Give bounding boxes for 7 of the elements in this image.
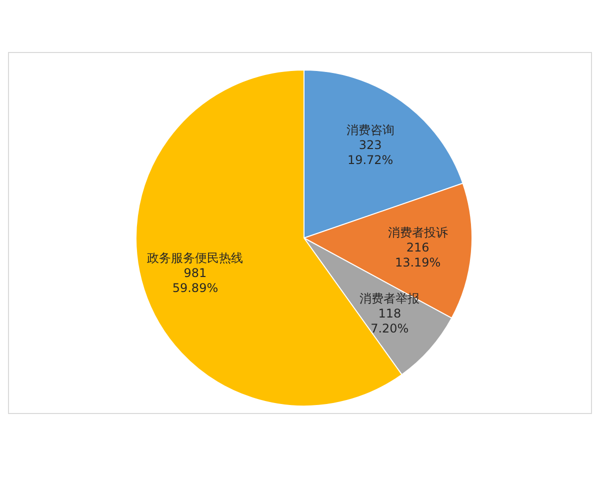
data-label: 323 19.72% (347, 138, 394, 167)
data-label: 216 13.19% (394, 240, 441, 270)
slice-label: 消费咨询 (346, 122, 394, 137)
slice-label: 消费者投诉 (388, 225, 448, 240)
data-label: 981 59.89% (172, 266, 218, 295)
slice-label: 政务服务便民热线 (147, 250, 244, 265)
data-label: 118 7.20% (370, 306, 409, 336)
